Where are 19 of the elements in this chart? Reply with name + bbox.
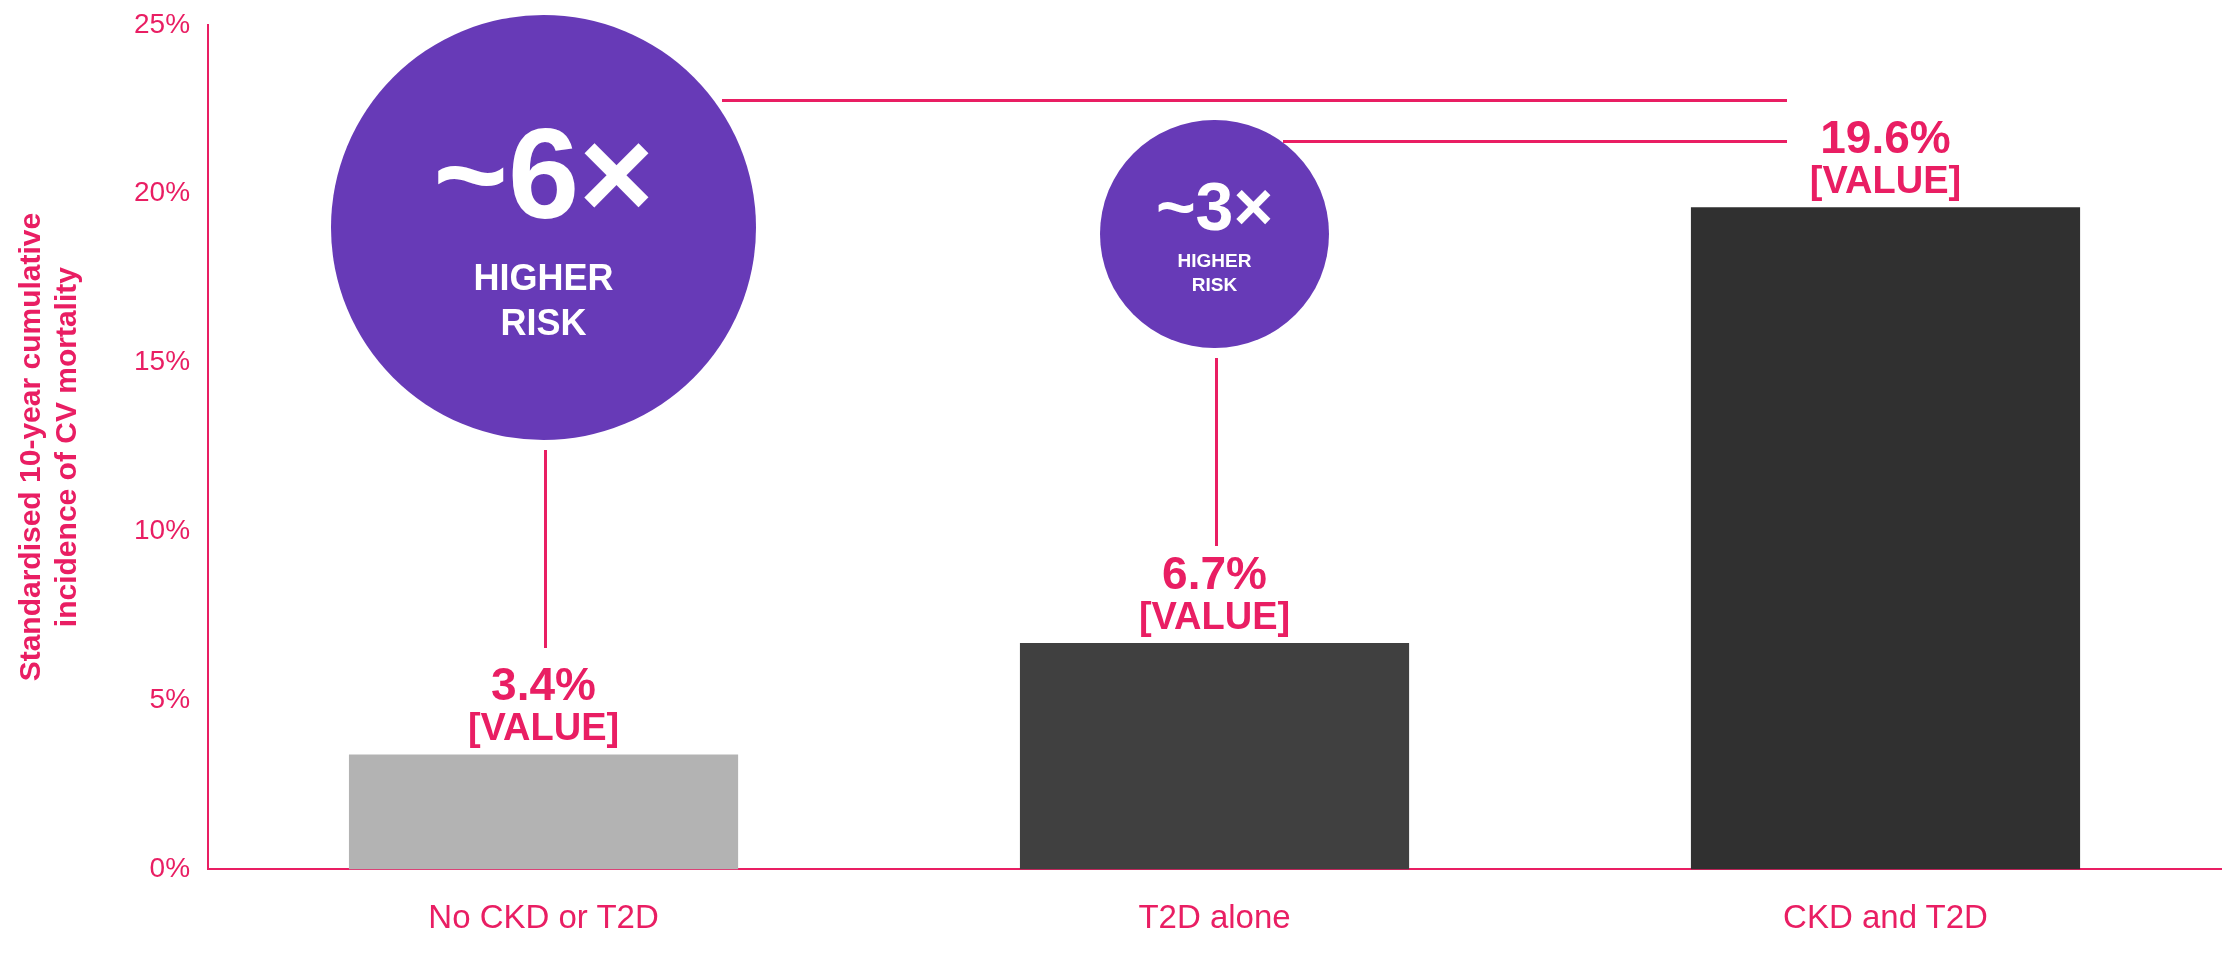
y-tick-label: 5% <box>149 683 191 715</box>
y-tick-label: 15% <box>133 345 191 377</box>
annotation: ~3× <box>1155 167 1274 244</box>
annotation: HIGHER RISK <box>472 256 615 345</box>
circle-badge: ~6× HIGHER RISK <box>330 14 757 441</box>
annotation: HIGHER RISK <box>1176 249 1253 297</box>
x-tick-label: No CKD or T2D <box>428 898 659 936</box>
bar <box>1690 207 2081 870</box>
y-tick-label: 0% <box>149 852 191 884</box>
bar <box>348 754 739 870</box>
y-axis-title: Standardised 10-year cumulative incidence of CV mortality <box>13 212 83 682</box>
y-tick-label: 10% <box>133 514 191 546</box>
annotation: ~6× <box>433 101 654 245</box>
circle-badge: ~3× HIGHER RISK <box>1100 120 1329 349</box>
bar <box>1019 643 1410 870</box>
x-tick-label: CKD and T2D <box>1783 898 1988 936</box>
x-tick-label: T2D alone <box>1138 898 1291 936</box>
y-tick-label: 25% <box>133 7 191 39</box>
y-tick-label: 20% <box>133 176 191 208</box>
